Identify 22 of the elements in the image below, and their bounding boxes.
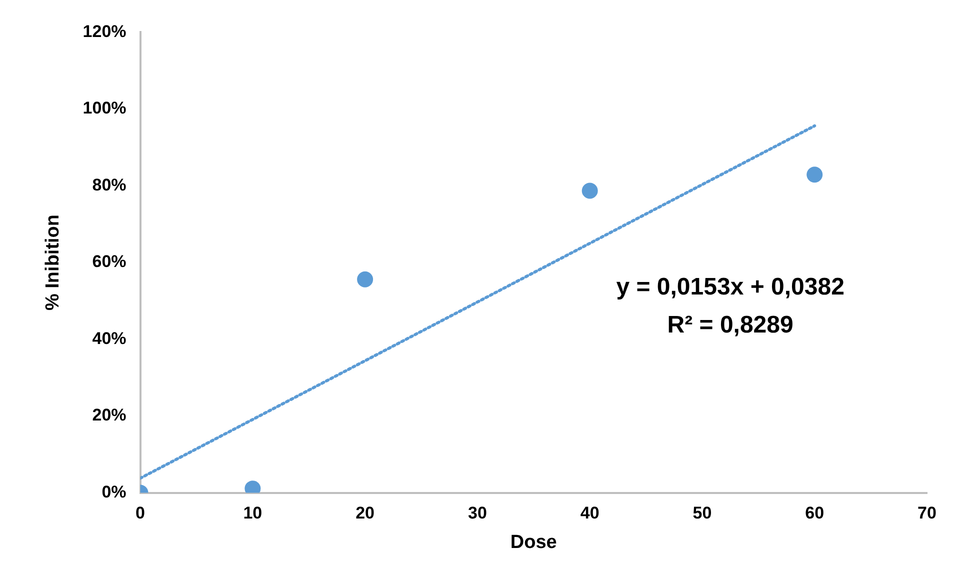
point [357,271,374,288]
x-axis-title: Dose [510,532,557,553]
x-tick-label: 40 [580,504,600,523]
x-tick-label: 60 [805,504,824,523]
x-tick-label: 30 [468,504,487,523]
x-tick-label: 20 [356,504,375,523]
y-tick-label: 40% [92,328,126,348]
y-axis-title: % Inibition [42,214,64,311]
y-tick-label: 120% [82,22,126,41]
annotation: y = 0,0153x + 0,0382 [616,274,844,301]
x-tick-label: 0 [136,504,146,523]
y-tick-label: 0% [102,482,126,502]
y-tick-label: 100% [82,98,126,118]
y-tick-label: 80% [92,175,126,194]
point [582,182,598,199]
x-tick-label: 10 [243,504,262,523]
annotation: R² = 0,8289 [667,312,794,339]
x-tick-label: 70 [918,504,936,523]
y-tick-label: 60% [92,252,126,272]
point [806,166,823,183]
y-tick-label: 20% [92,406,126,425]
x-tick-label: 50 [692,504,712,523]
